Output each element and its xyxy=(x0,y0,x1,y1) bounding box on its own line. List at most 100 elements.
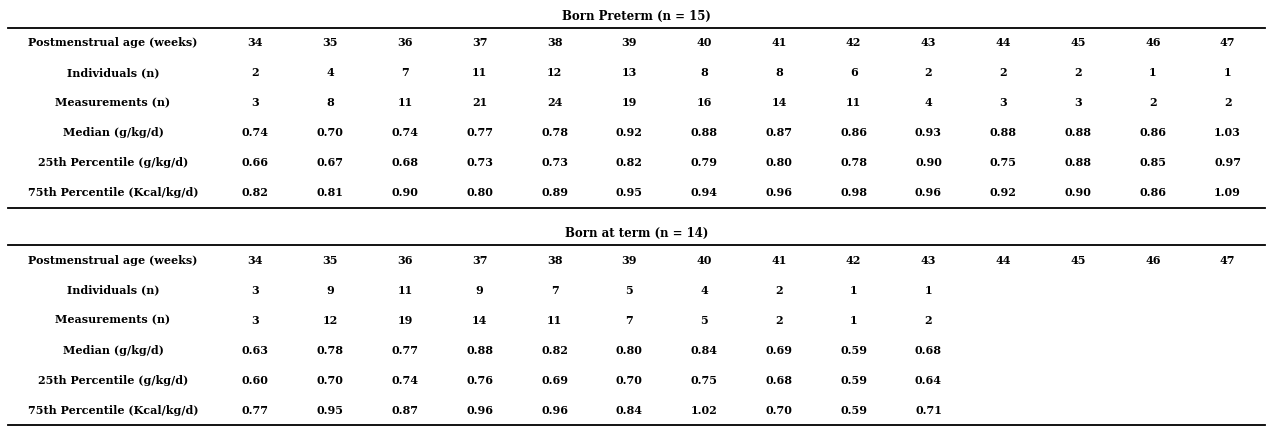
Text: 0.60: 0.60 xyxy=(242,374,269,386)
Text: 0.70: 0.70 xyxy=(616,374,643,386)
Text: 11: 11 xyxy=(847,98,862,109)
Text: 0.84: 0.84 xyxy=(616,405,643,415)
Text: 0.86: 0.86 xyxy=(840,127,867,138)
Text: 75th Percentile (Kcal/kg/d): 75th Percentile (Kcal/kg/d) xyxy=(28,405,199,415)
Text: 3: 3 xyxy=(999,98,1007,109)
Text: 34: 34 xyxy=(248,254,264,265)
Text: 42: 42 xyxy=(847,254,862,265)
Text: 45: 45 xyxy=(1071,254,1086,265)
Text: 0.75: 0.75 xyxy=(989,158,1017,169)
Text: 0.90: 0.90 xyxy=(915,158,942,169)
Text: 0.78: 0.78 xyxy=(541,127,568,138)
Text: 8: 8 xyxy=(700,67,708,78)
Text: 0.64: 0.64 xyxy=(915,374,942,386)
Text: 0.96: 0.96 xyxy=(541,405,568,415)
Text: 0.93: 0.93 xyxy=(915,127,942,138)
Text: Median (g/kg/d): Median (g/kg/d) xyxy=(62,345,163,356)
Text: 38: 38 xyxy=(547,37,563,49)
Text: 13: 13 xyxy=(621,67,636,78)
Text: 12: 12 xyxy=(547,67,563,78)
Text: 7: 7 xyxy=(551,285,559,296)
Text: 0.68: 0.68 xyxy=(915,345,942,356)
Text: 7: 7 xyxy=(625,314,633,325)
Text: 0.77: 0.77 xyxy=(466,127,493,138)
Text: 0.76: 0.76 xyxy=(466,374,493,386)
Text: 41: 41 xyxy=(771,37,787,49)
Text: 0.71: 0.71 xyxy=(915,405,942,415)
Text: 1: 1 xyxy=(1223,67,1231,78)
Text: 0.88: 0.88 xyxy=(466,345,493,356)
Text: 1: 1 xyxy=(924,285,932,296)
Text: 3: 3 xyxy=(252,314,260,325)
Text: 38: 38 xyxy=(547,254,563,265)
Text: 0.88: 0.88 xyxy=(1064,127,1091,138)
Text: 45: 45 xyxy=(1071,37,1086,49)
Text: 0.86: 0.86 xyxy=(1139,127,1166,138)
Text: 47: 47 xyxy=(1220,254,1235,265)
Text: 0.85: 0.85 xyxy=(1139,158,1166,169)
Text: 19: 19 xyxy=(397,314,412,325)
Text: 0.90: 0.90 xyxy=(392,187,419,199)
Text: Measurements (n): Measurements (n) xyxy=(56,314,171,325)
Text: 0.73: 0.73 xyxy=(541,158,568,169)
Text: 0.59: 0.59 xyxy=(840,405,867,415)
Text: 37: 37 xyxy=(472,37,488,49)
Text: 46: 46 xyxy=(1146,37,1161,49)
Text: Born Preterm (n = 15): Born Preterm (n = 15) xyxy=(563,9,710,23)
Text: Individuals (n): Individuals (n) xyxy=(66,285,159,296)
Text: Individuals (n): Individuals (n) xyxy=(66,67,159,78)
Text: 0.74: 0.74 xyxy=(392,127,419,138)
Text: 1.02: 1.02 xyxy=(691,405,718,415)
Text: 39: 39 xyxy=(621,37,636,49)
Text: 0.98: 0.98 xyxy=(840,187,867,199)
Text: 0.88: 0.88 xyxy=(691,127,718,138)
Text: 0.68: 0.68 xyxy=(392,158,419,169)
Text: 24: 24 xyxy=(547,98,563,109)
Text: Postmenstrual age (weeks): Postmenstrual age (weeks) xyxy=(28,254,197,265)
Text: Postmenstrual age (weeks): Postmenstrual age (weeks) xyxy=(28,37,197,49)
Text: 43: 43 xyxy=(920,37,936,49)
Text: 8: 8 xyxy=(326,98,334,109)
Text: 6: 6 xyxy=(850,67,858,78)
Text: 0.90: 0.90 xyxy=(1064,187,1091,199)
Text: 0.70: 0.70 xyxy=(317,374,344,386)
Text: 75th Percentile (Kcal/kg/d): 75th Percentile (Kcal/kg/d) xyxy=(28,187,199,199)
Text: 0.92: 0.92 xyxy=(616,127,643,138)
Text: 14: 14 xyxy=(771,98,787,109)
Text: 0.80: 0.80 xyxy=(466,187,493,199)
Text: 2: 2 xyxy=(924,314,932,325)
Text: 0.86: 0.86 xyxy=(1139,187,1166,199)
Text: 0.67: 0.67 xyxy=(317,158,344,169)
Text: 0.82: 0.82 xyxy=(242,187,269,199)
Text: 0.88: 0.88 xyxy=(989,127,1017,138)
Text: 0.96: 0.96 xyxy=(765,187,792,199)
Text: 19: 19 xyxy=(621,98,636,109)
Text: 1.03: 1.03 xyxy=(1214,127,1241,138)
Text: 9: 9 xyxy=(326,285,334,296)
Text: 9: 9 xyxy=(476,285,484,296)
Text: 0.92: 0.92 xyxy=(990,187,1017,199)
Text: 0.59: 0.59 xyxy=(840,374,867,386)
Text: 2: 2 xyxy=(1223,98,1231,109)
Text: 0.63: 0.63 xyxy=(242,345,269,356)
Text: 42: 42 xyxy=(847,37,862,49)
Text: 21: 21 xyxy=(472,98,488,109)
Text: 11: 11 xyxy=(547,314,563,325)
Text: 0.80: 0.80 xyxy=(765,158,792,169)
Text: 2: 2 xyxy=(252,67,260,78)
Text: 0.84: 0.84 xyxy=(691,345,718,356)
Text: 0.95: 0.95 xyxy=(616,187,643,199)
Text: 0.96: 0.96 xyxy=(466,405,493,415)
Text: 11: 11 xyxy=(397,285,412,296)
Text: 36: 36 xyxy=(397,37,412,49)
Text: 0.81: 0.81 xyxy=(317,187,344,199)
Text: 0.69: 0.69 xyxy=(541,374,568,386)
Text: 0.74: 0.74 xyxy=(392,374,419,386)
Text: 0.70: 0.70 xyxy=(317,127,344,138)
Text: 0.68: 0.68 xyxy=(765,374,792,386)
Text: 11: 11 xyxy=(472,67,488,78)
Text: 5: 5 xyxy=(700,314,708,325)
Text: 14: 14 xyxy=(472,314,488,325)
Text: 1: 1 xyxy=(850,314,858,325)
Text: 37: 37 xyxy=(472,254,488,265)
